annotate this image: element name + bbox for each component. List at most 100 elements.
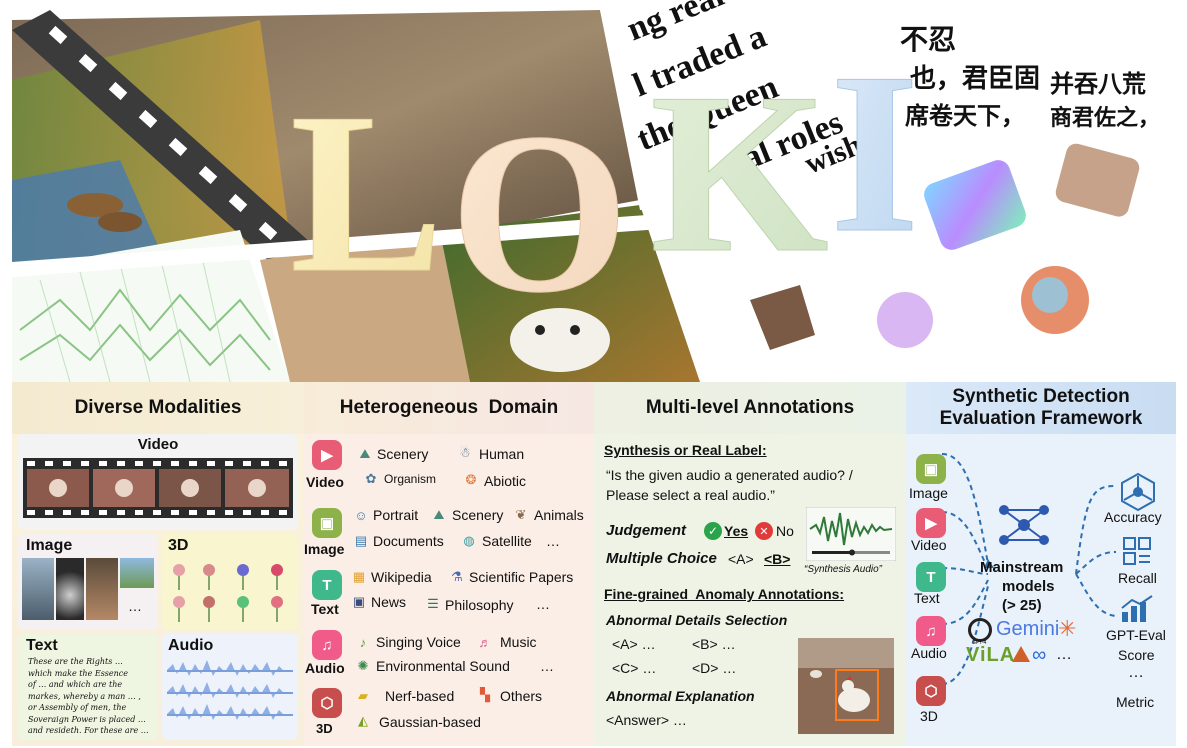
image-thumb-xray xyxy=(56,558,84,620)
claude-logo-icon: ✳ xyxy=(1058,616,1077,641)
detail-option: <C> … xyxy=(612,660,657,676)
domain-item: … xyxy=(536,596,550,612)
music-icon: ♬ xyxy=(478,634,492,650)
audio-icon: ♫ xyxy=(312,630,342,660)
question-quote-line: “Is the given audio a generated audio? / xyxy=(606,467,853,483)
gemini-logo: Gemini xyxy=(996,618,1060,640)
3d-icon: ⬡ xyxy=(312,688,342,718)
excerpt-line: These are the Rights … xyxy=(28,657,123,666)
domain-item: Human xyxy=(479,446,525,462)
excerpt-line: markes, whereby a man … , xyxy=(28,691,141,701)
image-thumb-landscape xyxy=(120,558,154,588)
chicken-image xyxy=(798,638,894,734)
domain-audio-label: Audio xyxy=(305,660,345,676)
excerpt-line: of … and which are the xyxy=(28,680,123,689)
vila-logo: ViLA xyxy=(966,644,1016,666)
microphone-icon: ♪ xyxy=(359,634,367,650)
satellite-icon: ◍ xyxy=(463,533,475,548)
domain-item: Wikipedia xyxy=(371,569,432,585)
collage-background xyxy=(12,10,1140,382)
domain-image-label: Image xyxy=(304,541,345,557)
image-label: Image xyxy=(26,537,73,554)
text-modality-box: Text These are the Rights … which make t… xyxy=(18,634,158,740)
mc-option-b: <B> xyxy=(764,551,791,567)
logos-more: … xyxy=(1056,646,1072,663)
question-quote-line: Please select a real audio.” xyxy=(606,487,775,503)
domain-item: Scenery xyxy=(452,507,504,523)
image-icon: ▣ xyxy=(312,508,342,538)
input-audio-icon: ♫ xyxy=(916,616,946,646)
gpt4-label: GPT-4 xyxy=(972,640,987,646)
metric-section-label: Metric xyxy=(1116,694,1155,710)
svg-text:K: K xyxy=(650,45,829,300)
domain-item: Singing Voice xyxy=(376,634,461,650)
wikipedia-icon: ▦ xyxy=(352,569,366,584)
banner-text-fragment: 不忍 xyxy=(900,23,957,56)
details-title: Abnormal Details Selection xyxy=(606,612,788,628)
environment-icon: ✺ xyxy=(357,658,369,673)
domain-heading: Heterogeneous Domain xyxy=(304,382,594,434)
documents-icon: ▤ xyxy=(354,533,368,548)
accuracy-icon xyxy=(1121,472,1155,512)
film-strip xyxy=(23,458,293,518)
animals-icon: ❦ xyxy=(515,507,527,522)
domain-item: Scientific Papers xyxy=(469,569,574,585)
input-text-icon: T xyxy=(916,562,946,592)
network-icon xyxy=(999,505,1049,545)
video-modality-box: Video xyxy=(18,434,298,530)
annotations-heading: Multi-level Annotations xyxy=(594,382,906,434)
mistral-logo-icon xyxy=(1012,646,1030,662)
judgement-no: No xyxy=(776,523,794,539)
detail-option: <D> … xyxy=(692,660,737,676)
abiotic-icon: ❂ xyxy=(465,472,477,487)
excerpt-line: which make the Essence xyxy=(28,668,129,678)
metric-label: Score xyxy=(1118,647,1155,663)
detail-option: <A> … xyxy=(612,636,656,652)
framework-heading-line: Evaluation Framework xyxy=(939,408,1143,429)
domain-item: … xyxy=(546,533,560,549)
text-excerpt: These are the Rights … which make the Es… xyxy=(28,656,149,737)
domain-item: Portrait xyxy=(373,507,419,523)
image-modality-box: Image … xyxy=(18,534,158,630)
domain-item: Scenery xyxy=(377,446,429,462)
framework-panel: Synthetic Detection Evaluation Framework… xyxy=(906,382,1176,746)
modalities-panel: Diverse Modalities Video Image … 3D xyxy=(12,382,304,746)
svg-text:O: O xyxy=(450,85,629,300)
center-line: models xyxy=(1002,578,1055,595)
check-icon: ✓ xyxy=(704,522,722,540)
banner-text-fragment: 商君佐之， xyxy=(1050,106,1161,131)
excerpt-line: and resideth. For these are … xyxy=(28,726,149,735)
input-label: Video xyxy=(911,537,947,553)
gaussian-icon: ◭ xyxy=(358,713,368,728)
framework-connectors xyxy=(941,453,1117,685)
domain-video-label: Video xyxy=(306,474,344,490)
input-video-icon: ▶ xyxy=(916,508,946,538)
text-label: Text xyxy=(26,637,58,654)
center-line: Mainstream xyxy=(980,559,1064,576)
banner-text-fragment: 也，君臣固 xyxy=(910,64,1041,94)
3d-flowers xyxy=(173,564,283,622)
human-icon: ☃ xyxy=(459,445,471,460)
metric-label: GPT-Eval xyxy=(1106,627,1166,643)
domain-item: Gaussian-based xyxy=(379,714,481,730)
input-label: Image xyxy=(909,485,948,501)
detail-option: <B> … xyxy=(692,636,736,652)
openai-logo-icon xyxy=(968,618,992,642)
domain-item: Organism xyxy=(384,472,437,486)
input-3d-icon: ⬡ xyxy=(916,676,946,706)
svg-text:L: L xyxy=(290,65,443,300)
audio-waveforms xyxy=(167,660,293,720)
domain-item: News xyxy=(371,594,407,610)
domain-item: Nerf-based xyxy=(385,688,455,704)
explanation-title: Abnormal Explanation xyxy=(606,688,755,704)
banner-text-fragment: 席卷天下， xyxy=(905,102,1025,130)
video-label: Video xyxy=(137,436,179,453)
recall-icon xyxy=(1123,537,1151,565)
audio-player xyxy=(806,507,896,561)
input-image-icon: ▣ xyxy=(916,454,946,484)
multiple-choice-label: Multiple Choice xyxy=(606,550,717,567)
scenery-icon: ⛰ xyxy=(359,446,371,461)
domain-item: Philosophy xyxy=(445,597,514,613)
judgement-yes: Yes xyxy=(724,523,749,539)
scenery-icon: ⛰ xyxy=(433,507,445,522)
